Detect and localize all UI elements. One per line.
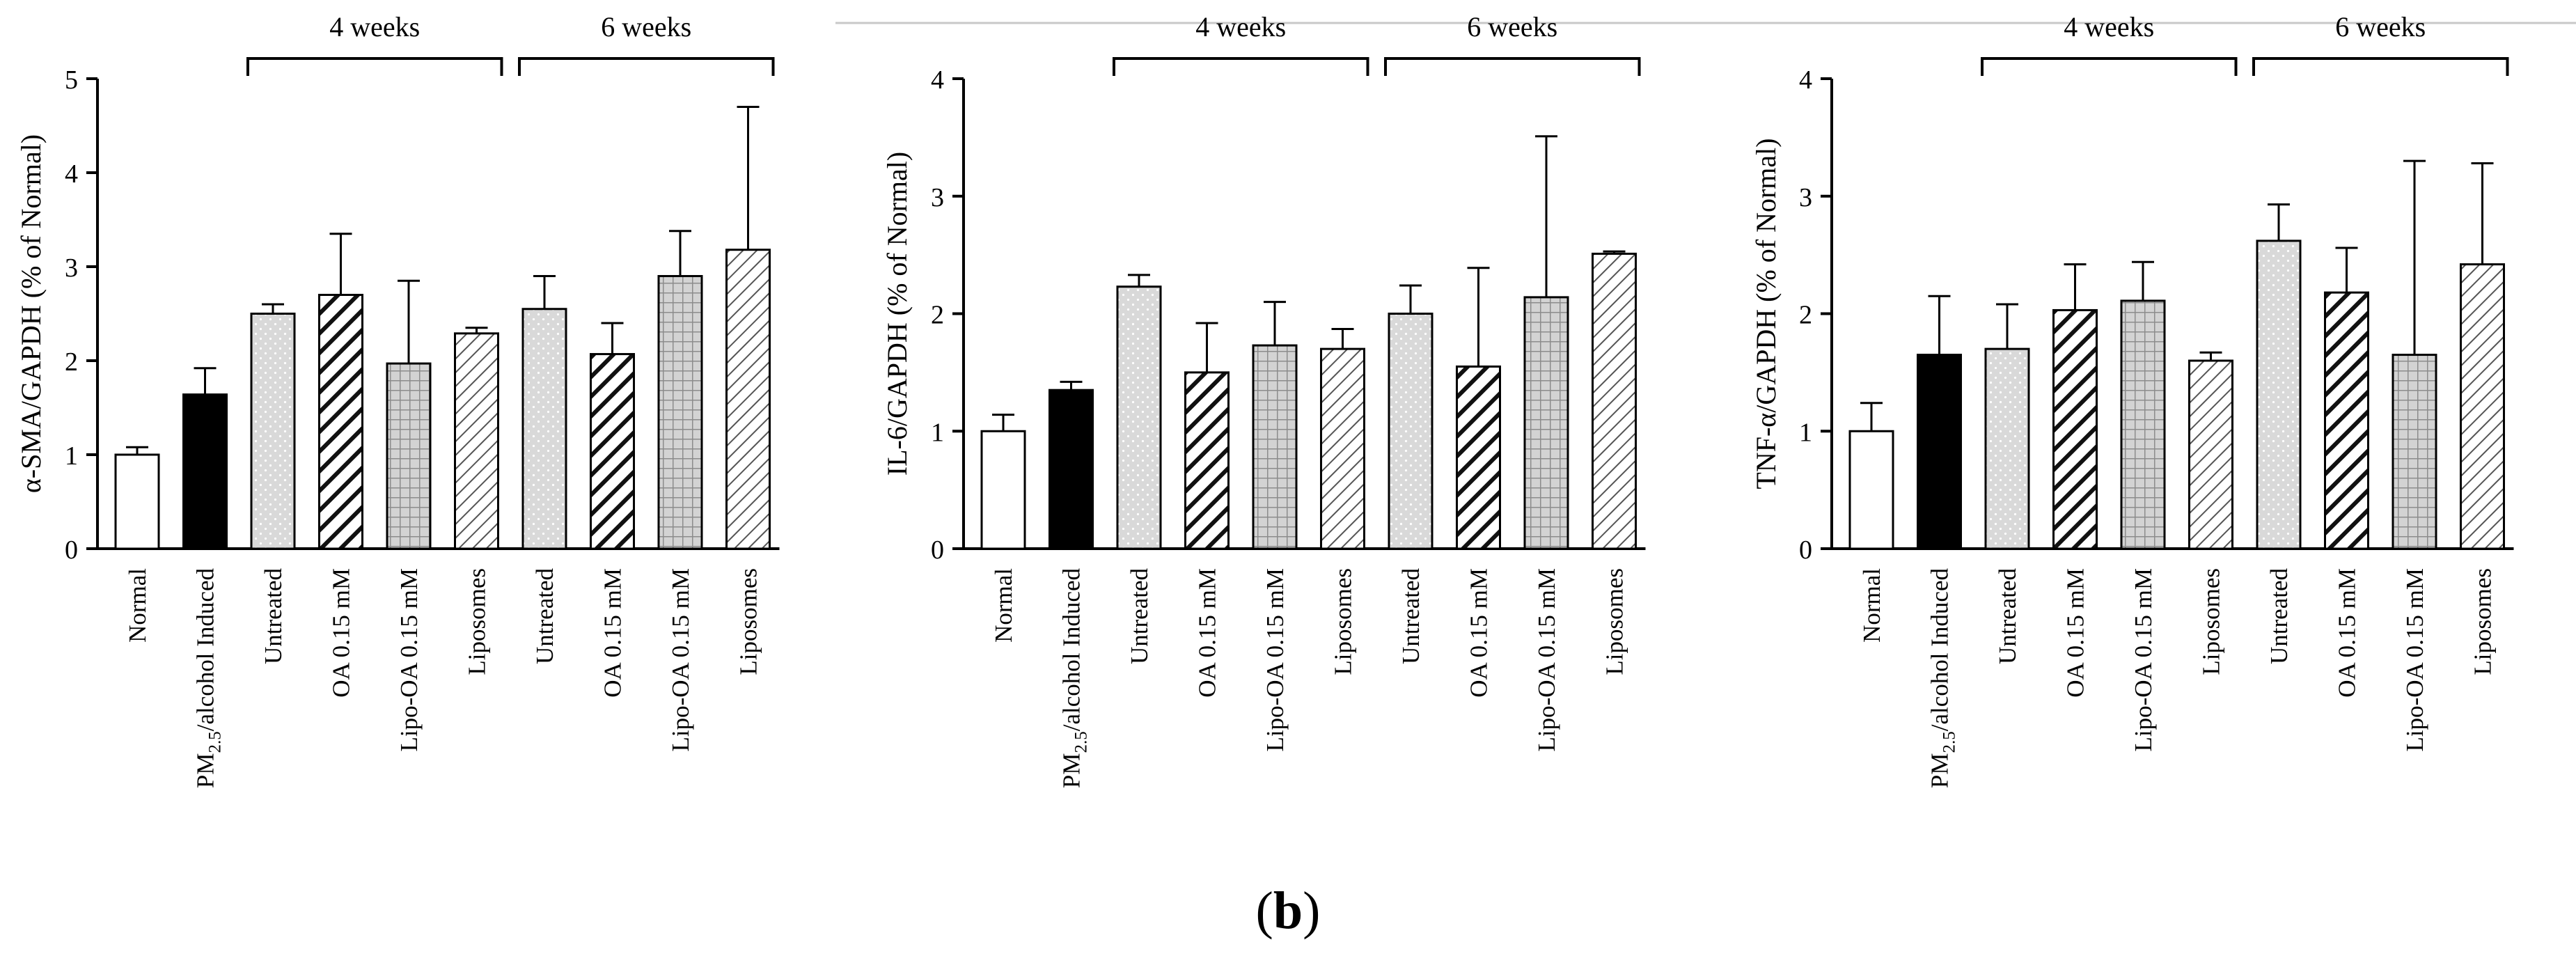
group-label: 6 weeks	[2335, 11, 2426, 42]
y-tick-label: 3	[1799, 183, 1812, 212]
bar	[521, 308, 567, 550]
category-label: OA 0.15 mM	[599, 568, 627, 698]
bar	[2188, 359, 2233, 550]
y-tick-label: 0	[931, 535, 944, 565]
bar	[318, 294, 363, 550]
bar	[2460, 263, 2505, 550]
y-tick-label: 2	[65, 347, 78, 377]
category-label: Liposomes	[1330, 568, 1357, 675]
category-label: Liposomes	[2469, 568, 2497, 675]
category-label: Liposomes	[735, 568, 762, 675]
category-label: PM2.5/alcohol Induced	[1926, 568, 1959, 789]
category-label: Untreated	[531, 568, 558, 664]
bar	[2324, 291, 2369, 550]
panel-il-6: 0 1 2 3 4 IL-6/GAPDH (% of Normal) Normal PM2.5…	[881, 11, 1646, 788]
bar	[1917, 354, 1962, 550]
bar	[1320, 347, 1365, 550]
category-label: PM2.5/alcohol Induced	[1058, 568, 1091, 789]
bar	[1184, 371, 1230, 550]
group-bracket	[246, 57, 503, 76]
y-tick-label: 0	[1799, 535, 1812, 565]
bar	[725, 249, 771, 550]
bar	[454, 332, 499, 550]
bar	[1523, 296, 1569, 550]
bar	[2120, 299, 2166, 550]
group-bracket	[1981, 57, 2238, 76]
category-label: Lipo-OA 0.15 mM	[2401, 568, 2428, 751]
category-label: Lipo-OA 0.15 mM	[1262, 568, 1289, 751]
y-tick-label: 4	[1799, 65, 1812, 95]
y-tick-label: 3	[65, 253, 78, 283]
category-label: Normal	[1858, 568, 1885, 643]
bar	[2392, 354, 2437, 550]
bar	[1388, 313, 1434, 550]
y-axis-label: IL-6/GAPDH (% of Normal)	[881, 152, 913, 476]
group-bracket	[1113, 57, 1369, 76]
bar	[2256, 240, 2302, 550]
y-tick-label: 5	[65, 65, 78, 95]
y-tick-label: 4	[931, 65, 944, 95]
y-tick-label: 2	[931, 301, 944, 330]
category-label: Lipo-OA 0.15 mM	[667, 568, 694, 751]
category-label: Lipo-OA 0.15 mM	[395, 568, 423, 751]
group-label: 4 weeks	[329, 11, 420, 42]
category-label: Liposomes	[1601, 568, 1628, 675]
category-label: Liposomes	[464, 568, 491, 675]
category-label: Liposomes	[2198, 568, 2225, 675]
bar	[1592, 252, 1637, 550]
y-tick-label: 1	[931, 418, 944, 447]
bar	[250, 313, 296, 550]
category-label: Lipo-OA 0.15 mM	[2130, 568, 2157, 751]
group-label: 6 weeks	[601, 11, 691, 42]
category-label: Untreated	[1397, 568, 1424, 664]
category-label: OA 0.15 mM	[1194, 568, 1221, 698]
group-bracket	[518, 57, 775, 76]
panel-alpha-sma: 0 1 2 3 4 5 α-SMA/GAPDH (% of Normal) Normal PM2…	[15, 11, 780, 788]
y-tick-label: 3	[931, 183, 944, 212]
category-label: OA 0.15 mM	[2062, 568, 2089, 698]
category-label: Untreated	[1126, 568, 1153, 664]
group-label: 6 weeks	[1467, 11, 1557, 42]
category-label: Untreated	[2265, 568, 2293, 664]
bar	[2052, 308, 2098, 550]
category-label: Lipo-OA 0.15 mM	[1533, 568, 1560, 751]
group-label: 4 weeks	[2064, 11, 2154, 42]
bar	[182, 393, 228, 550]
category-label: OA 0.15 mM	[1466, 568, 1493, 698]
y-tick-label: 4	[65, 159, 78, 189]
category-label: Normal	[124, 568, 151, 643]
figure-label: b	[1273, 881, 1303, 940]
y-tick-label: 1	[1799, 418, 1812, 447]
y-axis-label: α-SMA/GAPDH (% of Normal)	[15, 134, 47, 493]
group-bracket	[1384, 57, 1641, 76]
category-label: OA 0.15 mM	[328, 568, 355, 698]
category-label: PM2.5/alcohol Induced	[192, 568, 225, 789]
category-label: OA 0.15 mM	[2334, 568, 2361, 698]
bar	[590, 353, 635, 550]
y-tick-label: 2	[1799, 301, 1812, 330]
y-axis-label: TNF-α/GAPDH (% of Normal)	[1750, 138, 1782, 489]
category-label: Untreated	[260, 568, 287, 664]
bar	[1984, 347, 2030, 550]
bar	[657, 275, 703, 550]
group-bracket	[2252, 57, 2509, 76]
category-label: Untreated	[1994, 568, 2021, 664]
bar	[1848, 430, 1894, 550]
bar	[114, 453, 160, 550]
group-label: 4 weeks	[1195, 11, 1286, 42]
y-tick-label: 0	[65, 535, 78, 565]
bar	[1252, 344, 1298, 550]
y-tick-label: 1	[65, 441, 78, 471]
bar	[1049, 389, 1094, 550]
category-label: Normal	[990, 568, 1017, 643]
figure-caption: (b)	[1255, 881, 1321, 940]
bar	[386, 362, 432, 550]
bar	[1116, 285, 1162, 550]
bar	[1456, 365, 1501, 550]
panel-tnf-alpha: 0 1 2 3 4 TNF-α/GAPDH (% of Normal) Normal PM2.…	[1750, 11, 2514, 788]
bar	[980, 430, 1026, 550]
